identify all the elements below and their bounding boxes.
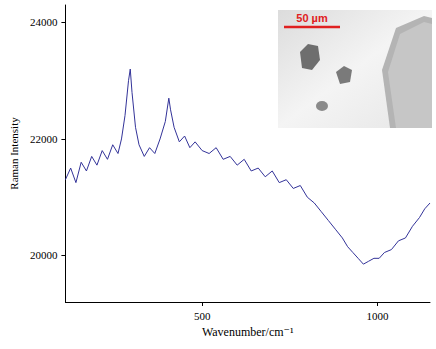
svg-text:500: 500 <box>194 310 211 322</box>
svg-text:1000: 1000 <box>366 310 389 322</box>
svg-text:20000: 20000 <box>30 249 58 261</box>
svg-text:Raman Intensity: Raman Intensity <box>8 117 20 190</box>
svg-text:22000: 22000 <box>30 133 58 145</box>
svg-text:Wavenumber/cm⁻¹: Wavenumber/cm⁻¹ <box>202 325 294 339</box>
svg-text:50 µm: 50 µm <box>296 12 328 24</box>
svg-text:24000: 24000 <box>30 16 58 28</box>
